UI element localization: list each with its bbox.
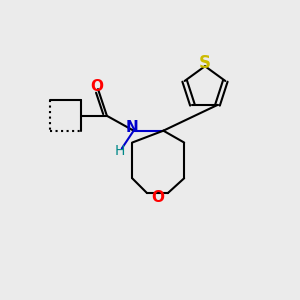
Text: N: N <box>126 120 139 135</box>
Text: S: S <box>199 54 211 72</box>
Text: H: H <box>115 145 125 158</box>
Text: O: O <box>90 79 103 94</box>
Text: O: O <box>151 190 164 205</box>
